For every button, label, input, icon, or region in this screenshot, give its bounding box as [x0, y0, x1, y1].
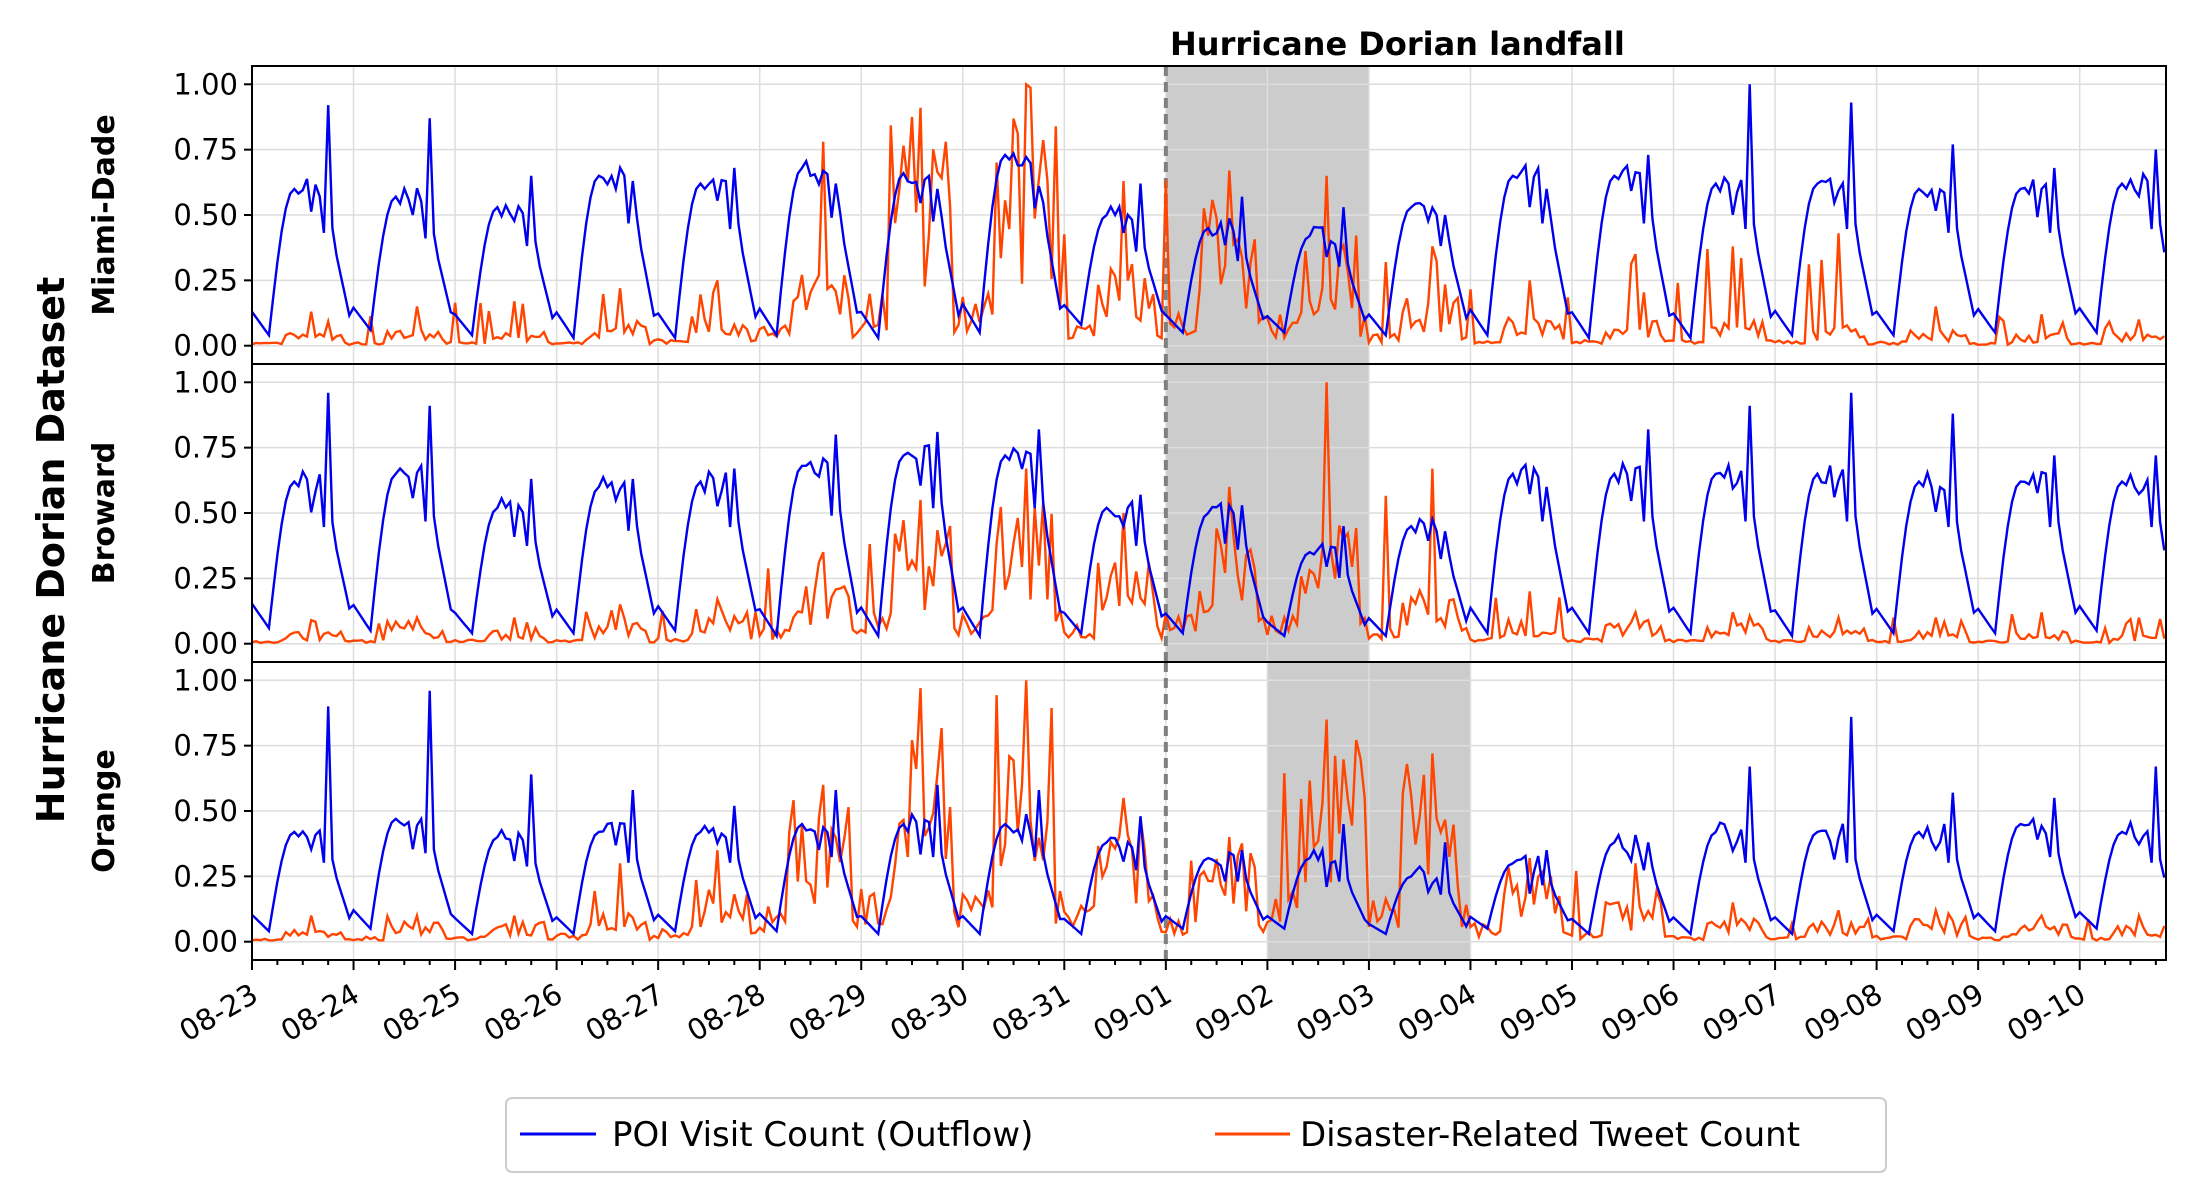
- x-tick-label: 08-30: [884, 977, 974, 1049]
- panel-broward: 0.00 0.25 0.50 0.75 1.00 Broward: [87, 363, 2167, 663]
- panel-miami-dade: 0.00 0.25 0.50 0.75 1.00 Miami-Dade: [87, 65, 2167, 365]
- y-tick-label: 0.25: [173, 263, 238, 297]
- y-tick-label: 1.00: [173, 365, 238, 399]
- legend-tweet-label: Disaster-Related Tweet Count: [1300, 1115, 1800, 1155]
- x-tick-label: 09-04: [1392, 977, 1482, 1049]
- series-tweet-line: [251, 81, 2166, 347]
- x-tick-label: 09-05: [1494, 977, 1584, 1049]
- x-tick-label: 09-06: [1595, 977, 1685, 1049]
- x-tick-label: 09-09: [1900, 977, 1990, 1049]
- landfall-annotation: Hurricane Dorian landfall: [1170, 25, 1625, 63]
- x-tick-label: 08-24: [275, 977, 365, 1049]
- x-axis: 08-23 08-24 08-25 08-26 08-27 08-28 08-29 08-30…: [174, 960, 2157, 1049]
- y-tick-label: 0.75: [173, 133, 238, 167]
- series-poi-line: [251, 84, 2166, 342]
- x-tick-label: 08-27: [580, 977, 670, 1049]
- x-tick-label: 09-03: [1290, 977, 1380, 1049]
- series-tweet-line: [251, 382, 2166, 646]
- x-tick-label: 08-23: [174, 977, 264, 1049]
- x-tick-label: 09-01: [1087, 977, 1177, 1049]
- panel-orange: 0.00 0.25 0.50 0.75 1.00 Orange: [87, 661, 2167, 961]
- x-tick-label: 09-08: [1798, 977, 1888, 1049]
- legend-box: [505, 1097, 1887, 1173]
- y-tick-label: 0.00: [173, 329, 238, 363]
- y-tick-label: 0.25: [173, 859, 238, 893]
- y-tick-label: 1.00: [173, 663, 238, 697]
- panel-ylabel: Orange: [87, 749, 122, 873]
- x-tick-label: 09-10: [2001, 977, 2091, 1049]
- legend-poi-label: POI Visit Count (Outflow): [612, 1115, 1033, 1155]
- y-tick-label: 0.50: [173, 198, 238, 232]
- y-tick-label: 0.00: [173, 627, 238, 661]
- y-tick-label: 0.25: [173, 561, 238, 595]
- panel-ylabel: Miami-Dade: [87, 114, 122, 315]
- series-poi-line: [251, 392, 2166, 640]
- series-tweet-line: [251, 680, 2166, 942]
- x-tick-label: 08-29: [783, 977, 873, 1049]
- y-tick-label: 0.75: [173, 431, 238, 465]
- x-tick-label: 09-07: [1697, 977, 1787, 1049]
- x-tick-label: 08-31: [986, 977, 1076, 1049]
- panel-ylabel: Broward: [87, 442, 122, 585]
- y-tick-label: 1.00: [173, 67, 238, 101]
- legend: POI Visit Count (Outflow) Disaster-Relat…: [505, 1097, 1887, 1173]
- suptitle: Hurricane Dorian Dataset: [29, 277, 73, 823]
- x-tick-label: 08-25: [377, 977, 467, 1049]
- x-tick-label: 08-26: [478, 977, 568, 1049]
- panels: 0.000.250.500.751.00Miami-Dade0.000.250.…: [87, 65, 2167, 961]
- series-poi-line: [251, 690, 2166, 937]
- y-tick-label: 0.00: [173, 925, 238, 959]
- x-tick-label: 09-02: [1189, 977, 1279, 1049]
- y-tick-label: 0.75: [173, 729, 238, 763]
- y-tick-label: 0.50: [173, 496, 238, 530]
- x-tick-label: 08-28: [681, 977, 771, 1049]
- y-tick-label: 0.50: [173, 794, 238, 828]
